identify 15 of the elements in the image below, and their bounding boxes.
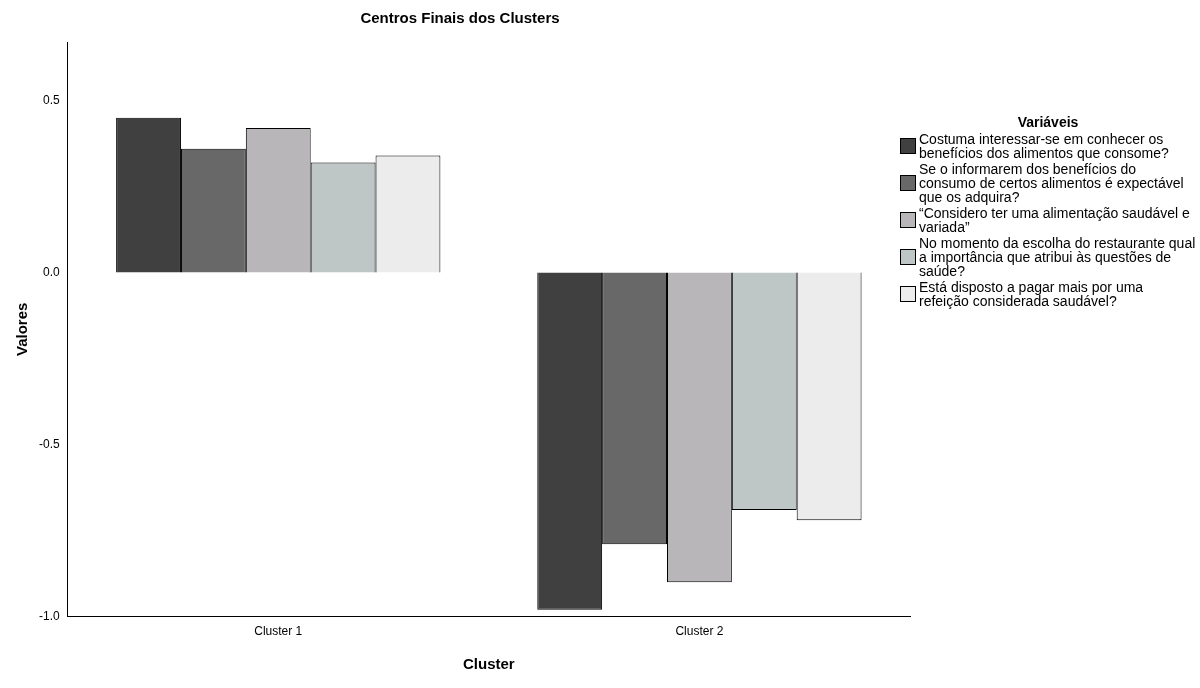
chart-title: Centros Finais dos Clusters <box>360 9 560 27</box>
x-axis-title: Cluster <box>463 655 515 673</box>
y-tick-label: 0.0 <box>42 264 60 279</box>
legend-label: Está disposto a pagar mais por uma refeição considerada saudável? <box>919 279 1145 309</box>
x-tick-label: Cluster 1 <box>254 624 303 639</box>
legend-label: Costuma interessar-se em conhecer os benefícios dos alimentos que consome? <box>919 131 1170 161</box>
legend-title: Variáveis <box>1016 114 1080 130</box>
y-tick-label: -0.5 <box>38 436 60 451</box>
y-tick-label: -1.0 <box>38 608 60 623</box>
legend-label: Se o informarem dos benefícios do consumo de certos alimentos é expectável que os adquira? <box>919 161 1185 205</box>
x-tick-label: Cluster 2 <box>675 624 724 639</box>
y-tick-label: 0.5 <box>42 92 60 107</box>
legend-label: No momento da escolha do restaurante qual a importância que atribui às questões de saúde? <box>919 235 1196 279</box>
y-axis-title: Valores <box>13 302 31 356</box>
legend-label: “Considero ter uma alimentação saudável e variada” <box>919 205 1191 235</box>
